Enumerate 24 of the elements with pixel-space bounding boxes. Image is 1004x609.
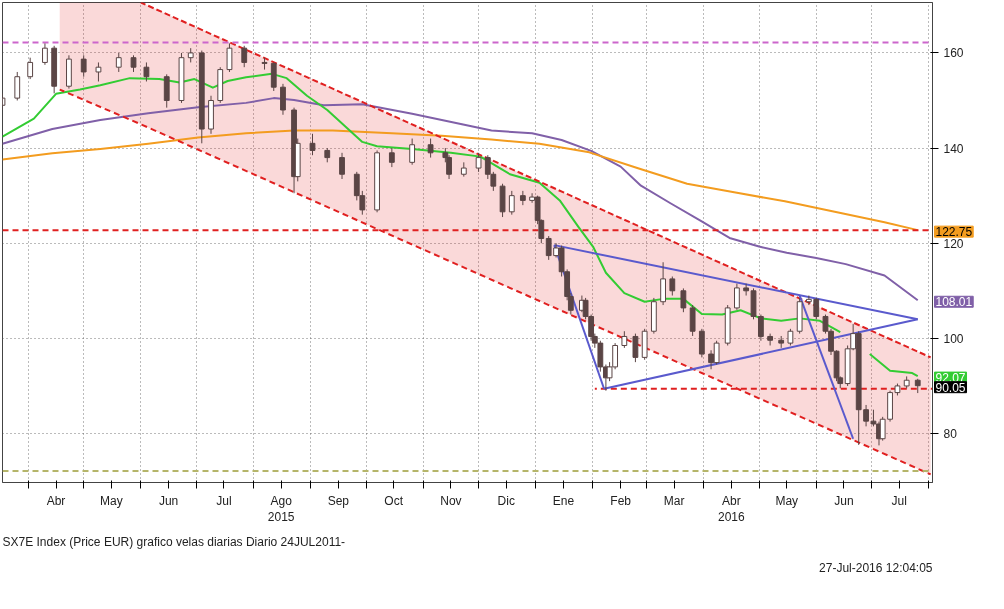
x-tick-label: Nov	[440, 493, 462, 508]
y-tick-label: 160	[943, 46, 964, 61]
x-tick-label: Feb	[610, 493, 632, 508]
x-tick-label: Abr 2016	[718, 493, 746, 525]
x-tick-label: May	[775, 493, 799, 508]
x-tick-label: Jun	[834, 493, 854, 508]
x-tick-label: Abr	[46, 493, 66, 508]
data-label: 108.01	[935, 295, 973, 310]
text: SX7E Index (Price EUR) grafico velas diarias Diario 24JUL2011-	[2, 534, 346, 549]
x-tick-label: Jun	[158, 493, 179, 508]
y-tick-label: 100	[943, 331, 964, 346]
data-label: 122.75	[935, 225, 973, 240]
x-tick-label: Mar	[663, 493, 685, 508]
x-tick-label: Jul	[216, 493, 232, 508]
y-tick-label: 140	[943, 141, 964, 156]
text: 27-Jul-2016 12:04:05	[819, 560, 933, 575]
x-tick-label: Ago 2015	[267, 493, 295, 525]
x-tick-label: Dic	[497, 493, 515, 508]
y-tick-label: 80	[943, 427, 958, 441]
x-tick-label: Ene	[552, 493, 575, 508]
x-tick-label: May	[100, 493, 123, 508]
x-tick-label: Jul	[891, 493, 907, 508]
x-tick-label: Oct	[384, 493, 404, 508]
x-tick-label: Sep	[327, 493, 350, 508]
